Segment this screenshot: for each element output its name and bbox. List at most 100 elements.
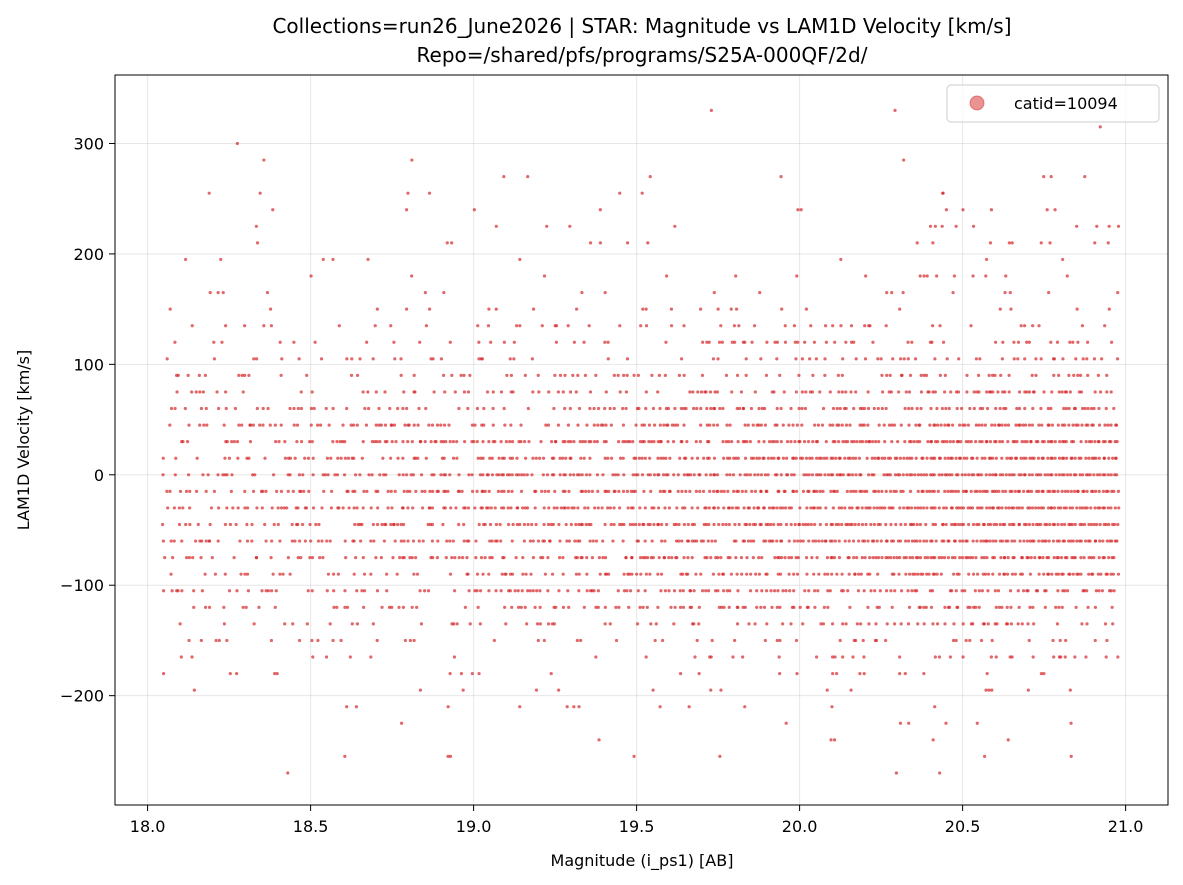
data-point [922,473,926,477]
data-point [1028,572,1033,576]
data-point [364,423,369,427]
data-point [574,522,578,527]
data-point [839,257,843,262]
data-point [709,473,713,477]
data-point [933,357,937,361]
data-point [884,324,888,328]
data-point [898,671,902,676]
data-point [924,473,929,477]
data-point [225,440,229,444]
data-point [929,440,933,444]
data-point [582,340,586,344]
data-point [1041,506,1046,510]
data-point [1057,456,1062,460]
data-point [908,489,913,493]
data-point [985,406,990,411]
data-point [968,605,972,609]
data-point [1022,539,1026,543]
data-point [914,456,918,460]
data-point [759,522,763,527]
data-point [794,357,798,361]
data-point [1093,440,1097,444]
data-point [928,224,933,228]
data-point [441,522,445,527]
data-point [428,489,432,493]
data-point [1114,456,1118,460]
data-point [792,572,796,576]
data-point [270,589,274,593]
data-point [632,754,636,759]
data-point [810,390,815,394]
data-point [603,406,607,411]
data-point [810,456,814,460]
data-point [760,589,764,593]
data-point [769,522,773,527]
data-point [876,489,881,493]
data-point [412,638,416,643]
data-point [554,605,558,609]
data-point [950,456,954,460]
data-point [184,257,188,262]
data-point [1056,556,1060,560]
data-point [870,440,875,444]
data-point [724,522,728,527]
data-point [1025,539,1030,543]
data-point [946,556,951,560]
data-point [954,456,958,460]
data-point [1049,406,1053,411]
data-point [791,423,795,427]
data-point [313,340,317,344]
data-point [841,357,845,361]
data-point [712,489,716,493]
data-point [1109,506,1113,510]
data-point [1092,406,1096,411]
data-point [481,489,485,493]
data-point [694,572,698,576]
data-point [675,506,679,510]
data-point [679,357,684,361]
data-point [986,572,991,576]
data-point [893,108,897,112]
data-point [678,456,682,460]
data-point [444,556,448,560]
data-point [1001,340,1005,344]
data-point [753,390,757,394]
data-point [958,456,963,460]
data-point [1116,224,1121,228]
data-point [924,522,928,527]
data-point [594,605,598,609]
data-point [1021,423,1025,427]
data-point [432,473,436,477]
data-point [729,307,733,311]
data-point [201,390,205,394]
data-point [972,473,976,477]
data-point [926,440,930,444]
data-point [216,539,220,543]
data-point [966,506,970,510]
data-point [866,539,870,543]
data-point [868,506,872,510]
data-point [765,489,769,493]
data-point [1092,357,1097,361]
data-point [618,390,622,394]
data-point [1005,456,1009,460]
data-point [892,572,896,576]
data-point [700,373,705,377]
data-point [574,390,578,394]
data-point [243,572,247,576]
data-point [578,440,582,444]
data-point [779,556,784,560]
data-point [252,357,256,361]
data-point [680,539,684,543]
data-point [244,605,248,609]
data-point [1101,539,1105,543]
data-point [1083,406,1087,411]
data-point [606,456,610,460]
data-point [1071,340,1075,344]
data-point [179,655,183,659]
data-point [983,456,987,460]
data-point [278,340,282,344]
data-point [305,622,309,626]
data-point [969,324,973,328]
data-point [461,556,465,560]
